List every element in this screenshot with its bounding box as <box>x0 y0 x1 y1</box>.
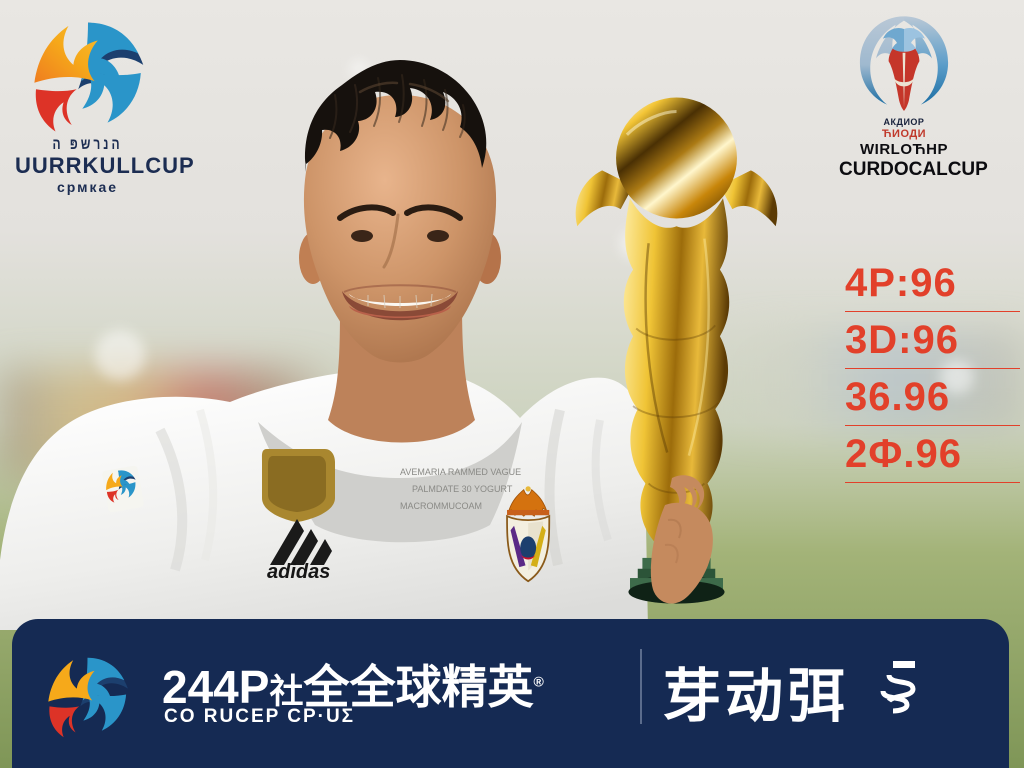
svg-text:MACROMMUCOAM: MACROMMUCOAM <box>400 501 482 511</box>
svg-text:adidas: adidas <box>267 561 330 583</box>
svg-text:PALMDATE 30 YOGURT: PALMDATE 30 YOGURT <box>412 484 513 494</box>
svg-text:AVEMARIA RAMMED VAGUE: AVEMARIA RAMMED VAGUE <box>400 467 521 477</box>
